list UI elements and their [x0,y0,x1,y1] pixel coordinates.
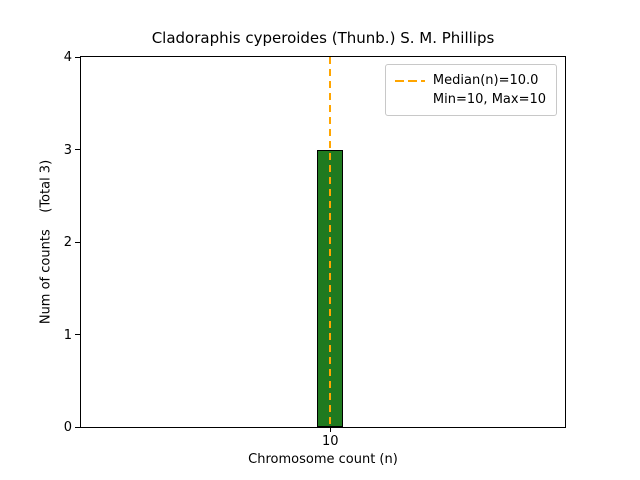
y-tick-mark [75,241,80,243]
x-axis-ticks: 10 [81,57,565,449]
y-tick-mark [75,334,80,335]
y-tick-label: 4 [63,50,72,65]
legend-empty-handle [395,99,425,101]
y-tick-label: 1 [63,327,72,343]
legend-median-label: Median(n)=10.0 [432,73,539,88]
legend-row-median: Median(n)=10.0 [394,71,546,90]
y-axis-label: Num of counts (Total 3) [38,159,54,325]
y-tick-mark [75,149,80,150]
x-axis-label: Chromosome count (n) [248,452,398,467]
y-tick-label: 2 [63,235,72,250]
x-tick-label: 10 [321,434,339,449]
y-tick-mark [75,56,80,58]
legend: Median(n)=10.0 Min=10, Max=10 [384,64,557,116]
plot-area: 0 1 2 3 4 10 Median(n)=10.0 Min=10, Max=10 [64,50,566,449]
median-dashed-line-icon [394,79,425,82]
x-tick-mark [329,427,331,432]
median-line [329,57,332,427]
y-tick-label: 0 [63,420,72,435]
y-tick-mark [75,426,80,428]
y-axis-ticks: 0 1 2 3 4 [64,50,565,435]
legend-minmax-label: Min=10, Max=10 [432,92,546,107]
legend-row-minmax: Min=10, Max=10 [395,90,546,109]
y-tick-label: 3 [63,142,72,158]
chart-title: Cladoraphis cyperoides (Thunb.) S. M. Ph… [151,29,495,47]
